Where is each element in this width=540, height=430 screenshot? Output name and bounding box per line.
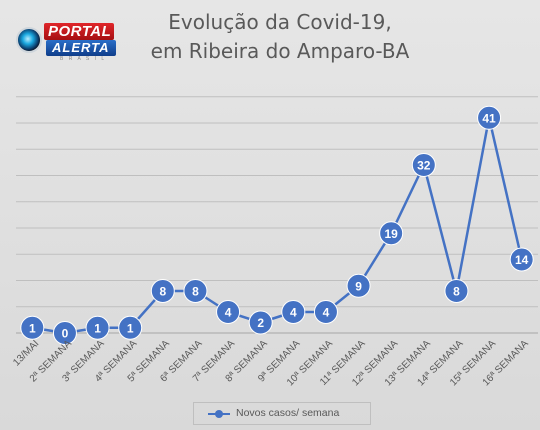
logo-bottom-text: ALERTA [46, 40, 116, 56]
data-label: 41 [482, 111, 496, 125]
data-point-marker [477, 105, 502, 130]
data-point-marker [20, 315, 45, 340]
data-point-marker [444, 279, 469, 303]
data-point-marker [248, 310, 273, 335]
x-tick-label: 13/MAI [11, 338, 41, 368]
data-point-marker [313, 300, 338, 324]
camera-lens-icon [16, 27, 42, 53]
chart-legend: Novos casos/ semana [193, 402, 371, 425]
data-label: 32 [417, 159, 431, 173]
chart-title-line-1: Evolução da Covid-19, [168, 10, 392, 34]
data-label: 4 [225, 306, 232, 320]
legend-series-name: Novos casos/ semana [236, 407, 340, 419]
data-label: 0 [62, 327, 69, 341]
data-point-marker [281, 300, 306, 324]
data-point-marker [150, 279, 175, 303]
data-label: 1 [127, 321, 134, 335]
legend-line-marker-icon [208, 410, 230, 418]
data-label: 1 [94, 321, 101, 335]
data-point-marker [216, 300, 241, 324]
series-line [32, 116, 523, 335]
data-point-marker [183, 279, 208, 303]
data-label: 9 [355, 279, 362, 293]
data-point-marker [509, 247, 534, 272]
data-label: 14 [515, 253, 529, 267]
data-label: 2 [257, 316, 264, 330]
data-point-marker [411, 153, 436, 177]
data-point-marker [379, 221, 404, 246]
data-label: 1 [29, 321, 36, 335]
portal-alerta-logo: PORTAL ALERTA B R A S I L [14, 20, 118, 62]
data-label: 19 [385, 227, 399, 241]
logo-top-text: PORTAL [44, 23, 114, 40]
data-label: 4 [323, 306, 330, 320]
data-label: 8 [453, 285, 460, 299]
data-point-marker [118, 315, 143, 340]
data-label: 8 [192, 285, 199, 299]
data-label: 4 [290, 306, 297, 320]
chart-title: Evolução da Covid-19, em Ribeira do Ampa… [110, 8, 450, 66]
chart-title-line-2: em Ribeira do Amparo-BA [150, 39, 410, 63]
data-point-marker [346, 273, 371, 298]
data-point-marker [52, 321, 77, 345]
data-label: 8 [159, 285, 166, 299]
logo-sub-text: B R A S I L [60, 56, 107, 62]
data-point-marker [85, 315, 110, 340]
